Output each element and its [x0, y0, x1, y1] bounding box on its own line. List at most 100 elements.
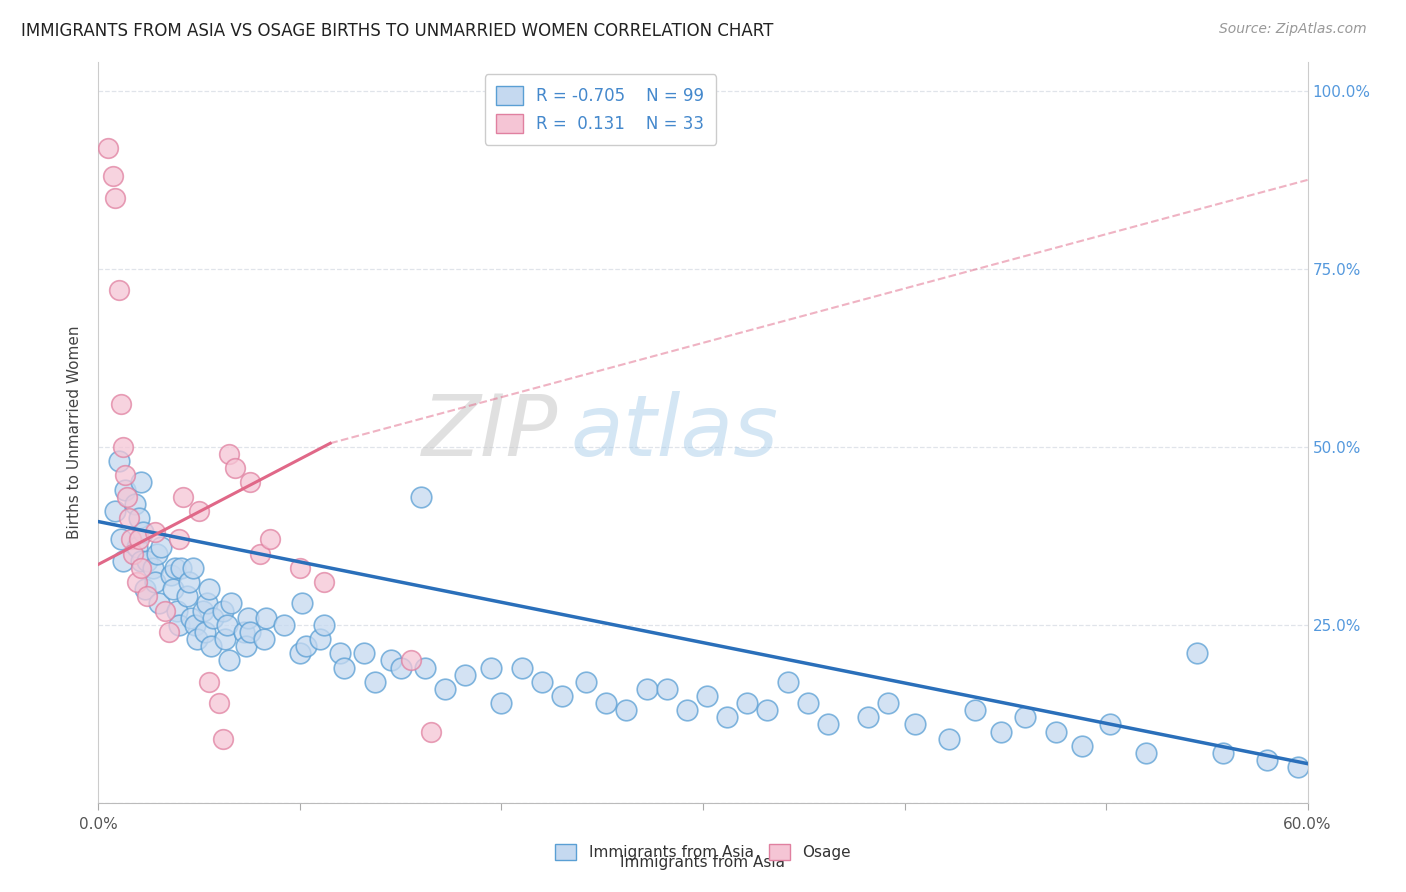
Point: [129, 554, 152, 568]
Point: [273, 617, 295, 632]
Point: [212, 604, 235, 618]
Point: [103, 191, 125, 205]
Point: [938, 731, 960, 746]
Point: [143, 575, 166, 590]
Point: [157, 624, 180, 639]
Point: [481, 660, 503, 674]
Point: [214, 632, 236, 646]
Point: [129, 475, 152, 490]
Point: [97, 141, 120, 155]
Point: [249, 547, 271, 561]
Point: [129, 561, 152, 575]
Point: [904, 717, 927, 731]
Point: [195, 597, 218, 611]
Point: [121, 547, 143, 561]
Point: [107, 283, 129, 297]
Point: [142, 561, 165, 575]
Point: [198, 674, 221, 689]
Point: [309, 632, 332, 646]
Point: [134, 582, 156, 597]
Point: [110, 397, 132, 411]
Point: [239, 475, 262, 490]
Y-axis label: Births to Unmarried Women: Births to Unmarried Women: [67, 326, 83, 540]
Point: [510, 660, 533, 674]
Point: [636, 681, 658, 696]
Point: [655, 681, 678, 696]
Point: [167, 533, 190, 547]
Text: Immigrants from Asia: Immigrants from Asia: [620, 855, 786, 870]
Point: [295, 639, 318, 653]
Legend: R = -0.705    N = 99, R =  0.131    N = 33: R = -0.705 N = 99, R = 0.131 N = 33: [485, 74, 716, 145]
Point: [184, 617, 207, 632]
Point: [1185, 646, 1208, 660]
Point: [120, 533, 142, 547]
Point: [329, 646, 352, 660]
Point: [125, 575, 148, 590]
Text: IMMIGRANTS FROM ASIA VS OSAGE BIRTHS TO UNMARRIED WOMEN CORRELATION CHART: IMMIGRANTS FROM ASIA VS OSAGE BIRTHS TO …: [21, 22, 773, 40]
Point: [143, 525, 166, 540]
Point: [181, 561, 204, 575]
Point: [149, 540, 172, 554]
Point: [132, 525, 155, 540]
Point: [288, 646, 311, 660]
Point: [235, 639, 257, 653]
Point: [115, 490, 138, 504]
Point: [148, 597, 170, 611]
Point: [180, 610, 202, 624]
Point: [236, 610, 259, 624]
Point: [288, 561, 311, 575]
Point: [221, 597, 243, 611]
Point: [101, 169, 124, 184]
Point: [363, 674, 385, 689]
Point: [160, 568, 183, 582]
Point: [380, 653, 402, 667]
Point: [877, 696, 900, 710]
Point: [858, 710, 880, 724]
Point: [1256, 753, 1278, 767]
Point: [399, 653, 422, 667]
Point: [146, 547, 169, 561]
Point: [1135, 746, 1157, 760]
Point: [595, 696, 617, 710]
Point: [128, 533, 150, 547]
Point: [1045, 724, 1067, 739]
Point: [333, 660, 356, 674]
Point: [253, 632, 276, 646]
Point: [716, 710, 738, 724]
Point: [194, 624, 217, 639]
Point: [239, 624, 262, 639]
Point: [114, 468, 136, 483]
Legend: Immigrants from Asia, Osage: Immigrants from Asia, Osage: [548, 838, 858, 866]
Point: [212, 731, 235, 746]
Point: [193, 604, 215, 618]
Point: [217, 617, 239, 632]
Point: [314, 575, 336, 590]
Point: [1286, 760, 1309, 774]
Point: [135, 554, 157, 568]
Point: [200, 639, 222, 653]
Point: [413, 660, 436, 674]
Point: [616, 703, 638, 717]
Point: [135, 590, 157, 604]
Point: [1014, 710, 1036, 724]
Point: [1212, 746, 1234, 760]
Point: [776, 674, 799, 689]
Point: [218, 653, 240, 667]
Point: [797, 696, 820, 710]
Point: [118, 511, 141, 525]
Point: [125, 540, 148, 554]
Point: [176, 590, 198, 604]
Text: Source: ZipAtlas.com: Source: ZipAtlas.com: [1219, 22, 1367, 37]
Point: [202, 610, 225, 624]
Point: [756, 703, 779, 717]
Point: [166, 604, 188, 618]
Point: [551, 689, 574, 703]
Point: [224, 461, 246, 475]
Point: [676, 703, 699, 717]
Point: [409, 490, 432, 504]
Point: [1099, 717, 1122, 731]
Point: [162, 582, 184, 597]
Point: [353, 646, 375, 660]
Point: [990, 724, 1012, 739]
Point: [124, 497, 146, 511]
